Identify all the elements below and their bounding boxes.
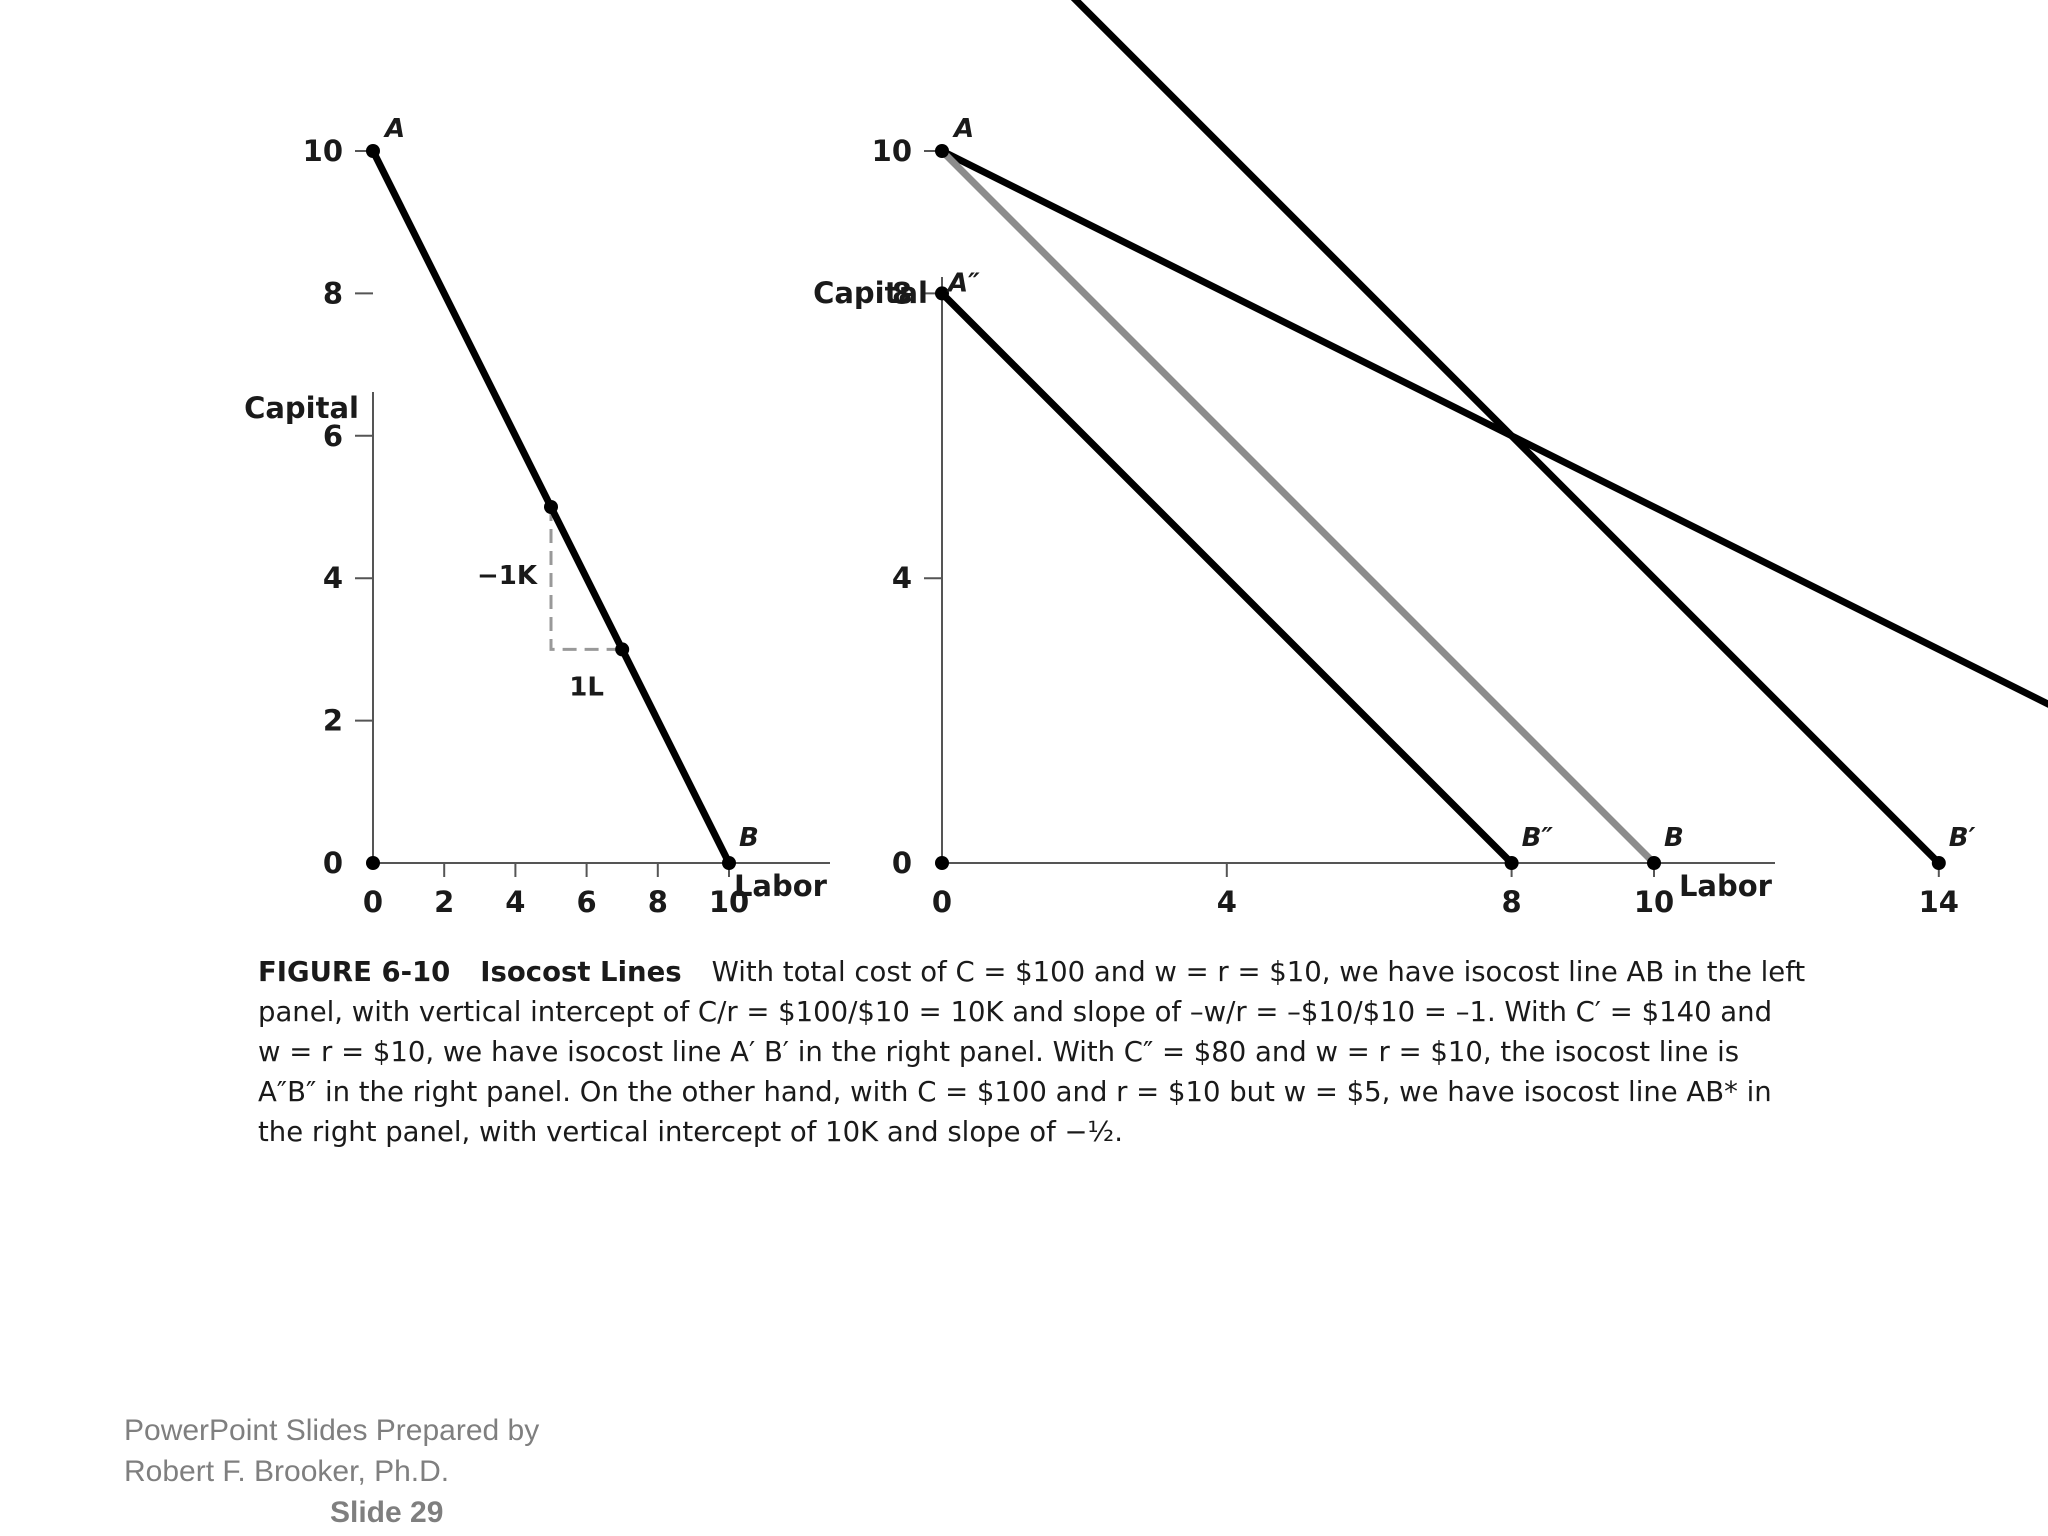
caption-line-3: w = r = $10, we have isocost line A′ B′ … bbox=[258, 1036, 1740, 1068]
left-y-tick-label-10: 10 bbox=[303, 134, 343, 168]
footer-line-1: PowerPoint Slides Prepared by bbox=[124, 1414, 540, 1447]
figure-number: FIGURE 6-10 bbox=[258, 956, 451, 988]
right-y-tick-label-0: 0 bbox=[892, 846, 912, 880]
left-y-tick-label-0: 0 bbox=[323, 846, 343, 880]
right-y-tick-label-4: 4 bbox=[892, 561, 912, 595]
left-x-tick-label-0: 0 bbox=[363, 885, 383, 919]
left-marker-5-5 bbox=[544, 500, 558, 514]
right-point-label-a: A bbox=[952, 114, 974, 144]
right-x-tick-label-10: 10 bbox=[1634, 885, 1674, 919]
caption-line-4: A″B″ in the right panel. On the other ha… bbox=[258, 1076, 1772, 1108]
right-y-axis-title: Capital bbox=[813, 276, 928, 310]
right-marker-0-0 bbox=[935, 856, 949, 870]
right-marker-8-0 bbox=[1504, 856, 1519, 870]
right-marker-14-0 bbox=[1931, 856, 1946, 870]
caption-line-2: panel, with vertical intercept of C/r = … bbox=[258, 996, 1773, 1028]
caption-line-1: FIGURE 6-10 Isocost Lines With total cost … bbox=[258, 952, 1805, 992]
left-y-tick-label-2: 2 bbox=[323, 704, 343, 738]
right-x-tick-label-4: 4 bbox=[1217, 885, 1237, 919]
left-x-tick-label-2: 2 bbox=[434, 885, 454, 919]
left-marker-0-10 bbox=[366, 144, 380, 158]
right-x-tick-label-8: 8 bbox=[1502, 885, 1522, 919]
caption-text-1: With total cost of C = $100 and w = r = … bbox=[711, 956, 1806, 988]
right-y-tick-label-8: 8 bbox=[892, 276, 912, 310]
left-marker-0-0 bbox=[366, 856, 380, 870]
slide-footer: PowerPoint Slides Prepared by Robert F. … bbox=[124, 1410, 539, 1533]
right-x-tick-label-0: 0 bbox=[932, 885, 952, 919]
right-marker-10-0 bbox=[1647, 856, 1661, 870]
right-x-tick-label-14: 14 bbox=[1919, 885, 1959, 919]
left-slope-vertical-label: −1K bbox=[477, 561, 538, 591]
left-x-tick-label-4: 4 bbox=[505, 885, 525, 919]
right-line-appbpp bbox=[938, 289, 1516, 867]
caption-line-5: the right panel, with vertical intercept… bbox=[258, 1116, 1123, 1148]
right-point-label-b: B bbox=[1664, 823, 1684, 853]
left-slope-horizontal-label: 1L bbox=[569, 672, 604, 702]
left-x-tick-label-8: 8 bbox=[648, 885, 668, 919]
left-point-label-a: A bbox=[383, 114, 405, 144]
left-y-tick-label-8: 8 bbox=[323, 276, 343, 310]
isocost-charts: 0 2 4 6 8 10 0 2 4 6 8 10 Capital Labor −1K 1L A B 0 4 8 10 14… bbox=[244, 0, 2048, 919]
figure-caption: FIGURE 6-10 Isocost Lines With total cost … bbox=[258, 952, 1805, 1152]
right-line-ab bbox=[938, 147, 1658, 867]
left-y-tick-label-6: 6 bbox=[323, 419, 343, 453]
right-x-axis-title: Labor bbox=[1679, 869, 1773, 903]
left-x-axis-title: Labor bbox=[734, 869, 828, 903]
figure-title: Isocost Lines bbox=[480, 956, 682, 988]
right-line-abstar bbox=[938, 147, 2048, 708]
right-marker-0-8 bbox=[935, 286, 949, 301]
left-x-tick-label-6: 6 bbox=[577, 885, 597, 919]
left-point-label-b: B bbox=[739, 823, 759, 853]
left-marker-7-3 bbox=[615, 642, 630, 657]
right-marker-0-10 bbox=[935, 144, 949, 158]
right-point-label-bp: B′ bbox=[1949, 823, 1976, 853]
footer-line-2: Robert F. Brooker, Ph.D. bbox=[124, 1455, 450, 1488]
right-point-label-bpp: B″ bbox=[1522, 823, 1554, 853]
right-point-label-app: A″ bbox=[946, 268, 980, 298]
left-y-axis-title: Capital bbox=[244, 391, 359, 425]
left-y-tick-label-4: 4 bbox=[323, 561, 343, 595]
left-slope-triangle bbox=[549, 507, 623, 651]
right-y-tick-label-10: 10 bbox=[872, 134, 912, 168]
right-line-apbp bbox=[1070, 0, 1943, 867]
slide-number: Slide 29 bbox=[330, 1496, 444, 1529]
left-marker-10-0 bbox=[722, 856, 736, 870]
left-x-tick-label-10: 10 bbox=[709, 885, 749, 919]
